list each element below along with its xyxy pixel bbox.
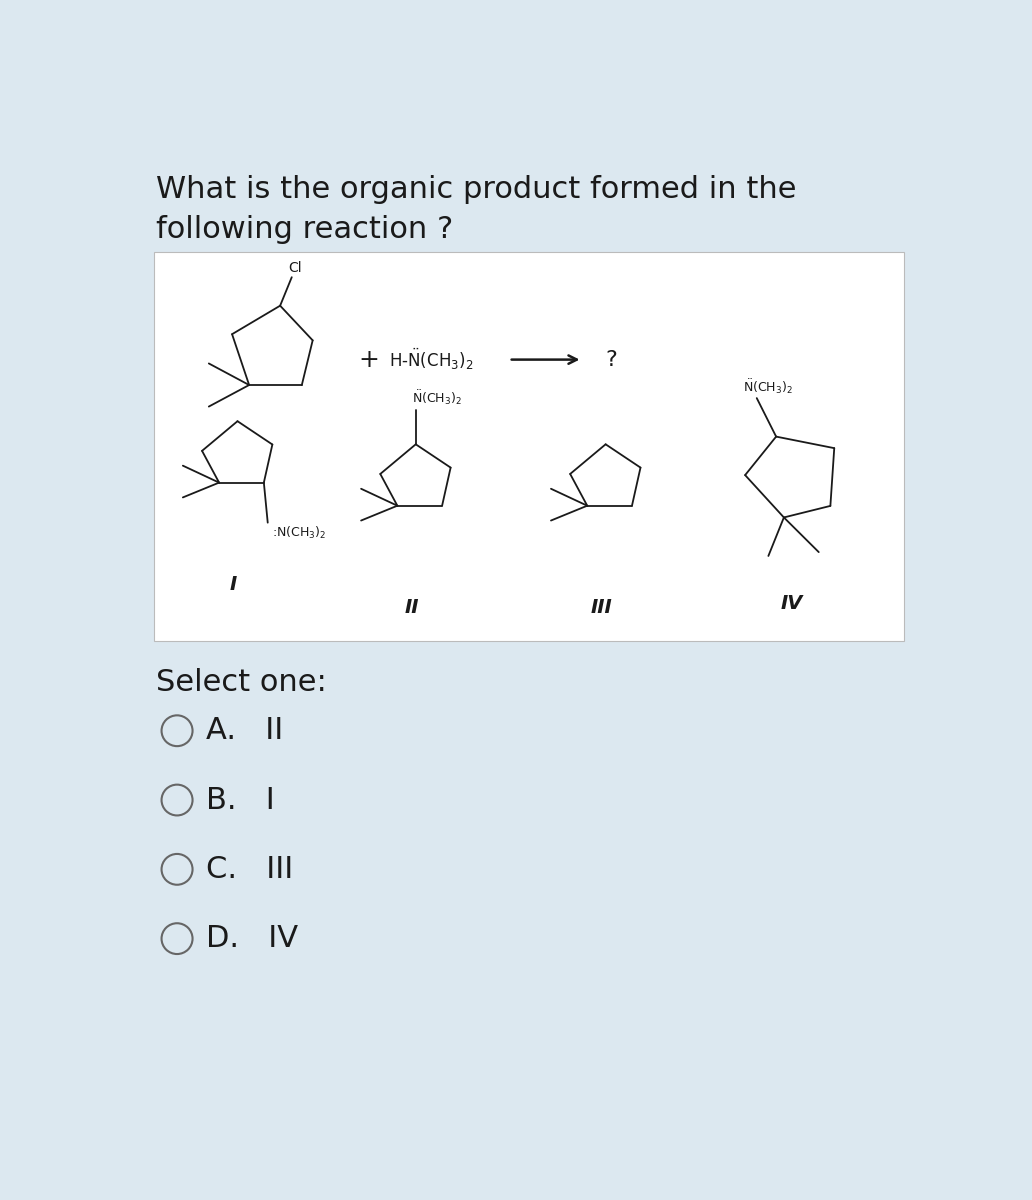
Text: ?: ?	[606, 349, 617, 370]
Text: $\mathregular{\ddot{N}}$(CH$_3$)$_2$: $\mathregular{\ddot{N}}$(CH$_3$)$_2$	[743, 377, 793, 396]
Text: B.   I: B. I	[206, 786, 276, 815]
Text: $\mathregular{\ddot{N}}$(CH$_3$)$_2$: $\mathregular{\ddot{N}}$(CH$_3$)$_2$	[412, 389, 462, 407]
Text: :N(CH$_3$)$_2$: :N(CH$_3$)$_2$	[271, 524, 326, 541]
Text: +: +	[359, 348, 380, 372]
Text: I: I	[230, 575, 237, 594]
Text: What is the organic product formed in the: What is the organic product formed in th…	[156, 175, 797, 204]
Text: Select one:: Select one:	[156, 667, 327, 696]
Text: IV: IV	[780, 594, 803, 613]
Text: Cl: Cl	[288, 260, 301, 275]
FancyBboxPatch shape	[154, 252, 904, 641]
Text: D.   IV: D. IV	[206, 924, 298, 953]
Text: III: III	[591, 599, 613, 617]
Text: following reaction ?: following reaction ?	[156, 215, 453, 244]
Text: H-$\mathregular{\ddot{N}}$(CH$_3$)$_2$: H-$\mathregular{\ddot{N}}$(CH$_3$)$_2$	[389, 347, 473, 372]
Text: A.   II: A. II	[206, 716, 284, 745]
Text: II: II	[405, 599, 419, 617]
Text: C.   III: C. III	[206, 854, 294, 884]
